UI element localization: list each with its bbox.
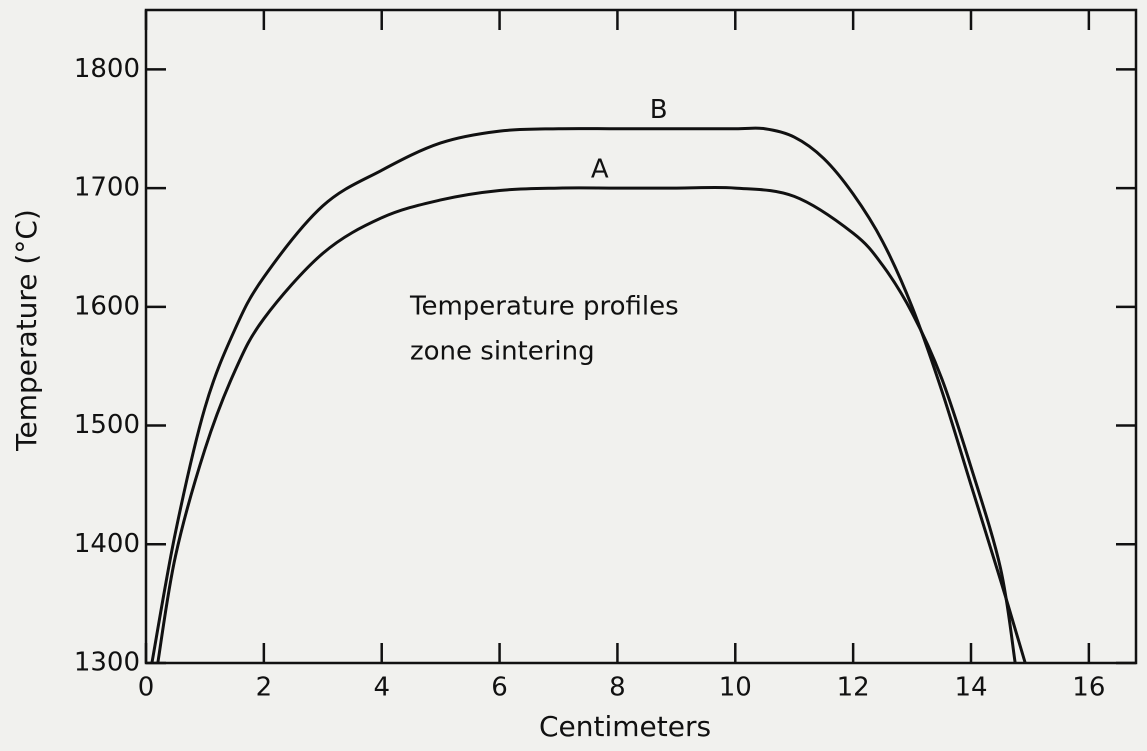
line — [156, 185, 1017, 664]
x-axis-label: Centimeters — [539, 710, 711, 743]
x-tick-label: 2 — [256, 673, 273, 703]
x-tick-label: 12 — [837, 673, 870, 703]
y-tick-label: 1500 — [74, 410, 140, 440]
series-label: A — [591, 155, 609, 185]
y-tick-label: 1400 — [74, 529, 140, 559]
annotation: Temperature profiles — [409, 292, 679, 322]
annotation: zone sintering — [410, 337, 595, 367]
y-tick-label: 1700 — [74, 173, 140, 203]
y-tick-label: 1800 — [74, 54, 140, 84]
x-tick-label: 8 — [609, 673, 626, 703]
x-tick-label: 4 — [373, 673, 390, 703]
y-tick-label: 1300 — [74, 648, 140, 678]
x-tick-label: 14 — [954, 673, 987, 703]
line — [150, 126, 1027, 664]
y-tick-label: 1600 — [74, 291, 140, 321]
series-label: B — [650, 95, 668, 125]
y-axis-label: Temperature (°C) — [10, 209, 43, 452]
x-tick-label: 16 — [1072, 673, 1105, 703]
x-tick-label: 10 — [719, 673, 752, 703]
x-tick-label: 0 — [138, 673, 155, 703]
x-tick-label: 6 — [491, 673, 508, 703]
plot-frame — [144, 8, 1138, 665]
